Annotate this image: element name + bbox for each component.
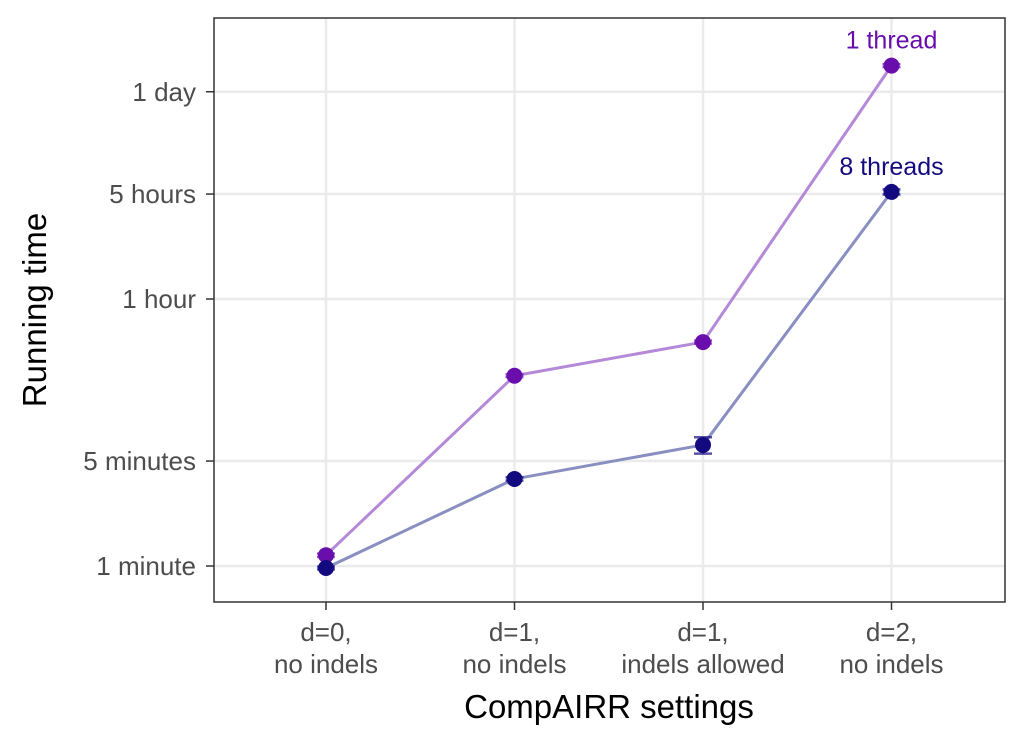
data-point	[318, 559, 334, 576]
data-point	[883, 57, 900, 74]
data-point	[506, 367, 523, 384]
plot-panel-border	[213, 17, 1006, 603]
y-tick-label: 5 minutes	[83, 446, 196, 476]
x-axis-title: CompAIRR settings	[464, 688, 754, 725]
y-tick-label: 5 hours	[109, 179, 196, 209]
data-point	[695, 436, 711, 453]
y-axis: 1 minute 5 minutes 1 hour 5 hours 1 day	[83, 77, 214, 581]
x-tick-label-line: d=1,	[489, 617, 540, 647]
x-tick-label: d=2, no indels	[839, 617, 943, 679]
x-tick-label-line: no indels	[274, 649, 378, 679]
series-label: 1 thread	[846, 27, 938, 55]
x-tick-label-line: no indels	[839, 649, 943, 679]
x-tick-label-line: no indels	[462, 649, 566, 679]
y-tick-label: 1 day	[132, 77, 196, 107]
y-tick-label: 1 hour	[122, 284, 196, 314]
series-line	[324, 64, 893, 557]
grid-lines	[214, 18, 1005, 602]
x-tick-label-line: d=2,	[866, 617, 917, 647]
series-0: 1 thread	[317, 27, 937, 564]
x-tick-label: d=0, no indels	[274, 617, 378, 679]
data-point	[506, 470, 523, 487]
data-point	[695, 334, 711, 351]
x-tick-label-line: d=0,	[300, 617, 351, 647]
series-line	[325, 191, 893, 570]
x-tick-label-line: indels allowed	[621, 649, 784, 679]
x-tick-label: d=1, no indels	[462, 617, 566, 679]
series-label: 8 threads	[839, 153, 943, 181]
data-point	[883, 183, 900, 200]
y-axis-title: Running time	[16, 213, 53, 407]
series-layer: 1 thread 8 threads	[317, 27, 944, 576]
data-point	[318, 547, 334, 564]
y-tick-label: 1 minute	[96, 551, 196, 581]
series-1: 8 threads	[317, 153, 944, 576]
x-tick-label: d=1, indels allowed	[621, 617, 784, 679]
x-tick-label-line: d=1,	[677, 617, 728, 647]
